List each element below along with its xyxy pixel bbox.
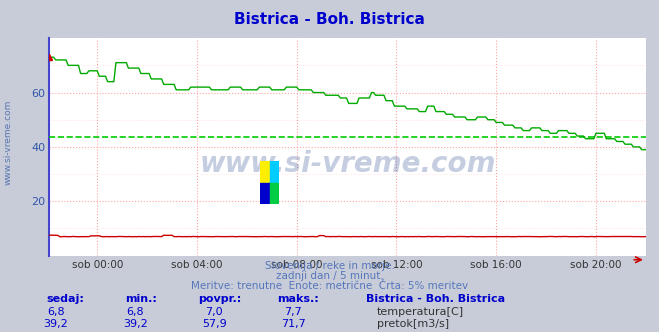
Text: 7,0: 7,0 (206, 307, 223, 317)
Text: Bistrica - Boh. Bistrica: Bistrica - Boh. Bistrica (366, 294, 505, 304)
Bar (270, 161, 279, 183)
Bar (260, 183, 270, 204)
Text: pretok[m3/s]: pretok[m3/s] (377, 319, 449, 329)
Text: Bistrica - Boh. Bistrica: Bistrica - Boh. Bistrica (234, 12, 425, 27)
Text: 6,8: 6,8 (47, 307, 65, 317)
Text: povpr.:: povpr.: (198, 294, 241, 304)
Text: sedaj:: sedaj: (46, 294, 84, 304)
Text: zadnji dan / 5 minut.: zadnji dan / 5 minut. (275, 271, 384, 281)
Text: 39,2: 39,2 (123, 319, 148, 329)
Text: 57,9: 57,9 (202, 319, 227, 329)
Text: temperatura[C]: temperatura[C] (377, 307, 464, 317)
Text: www.si-vreme.com: www.si-vreme.com (200, 150, 496, 178)
Text: 6,8: 6,8 (127, 307, 144, 317)
Text: Slovenija / reke in morje.: Slovenija / reke in morje. (264, 261, 395, 271)
Text: www.si-vreme.com: www.si-vreme.com (3, 100, 13, 186)
Bar (260, 161, 270, 183)
Bar (270, 183, 279, 204)
Text: maks.:: maks.: (277, 294, 318, 304)
Text: min.:: min.: (125, 294, 157, 304)
Text: 71,7: 71,7 (281, 319, 306, 329)
Text: Meritve: trenutne  Enote: metrične  Črta: 5% meritev: Meritve: trenutne Enote: metrične Črta: … (191, 281, 468, 290)
Text: 7,7: 7,7 (285, 307, 302, 317)
Text: 39,2: 39,2 (43, 319, 69, 329)
